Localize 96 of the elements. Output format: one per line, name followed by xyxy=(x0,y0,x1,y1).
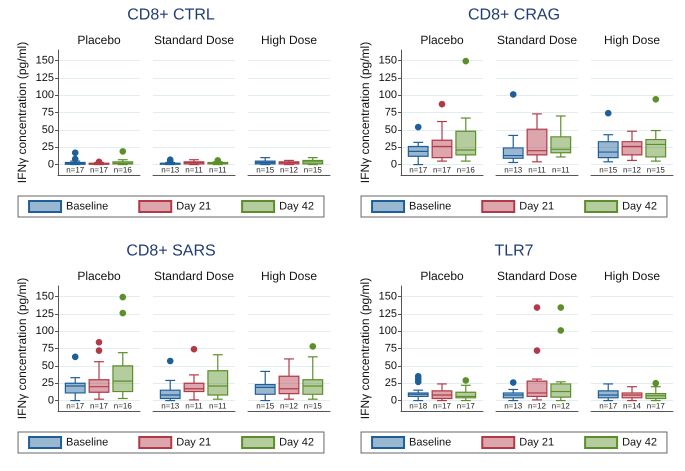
y-tick-label: 25 xyxy=(384,377,397,390)
x-tick-label: Placebo xyxy=(77,269,122,283)
annotation: n=11 xyxy=(209,402,228,410)
x-tick-label: High Dose xyxy=(604,269,660,283)
annotation: n=15 xyxy=(304,402,322,410)
annotation: n=17 xyxy=(646,402,666,410)
annotation: n=17 xyxy=(432,166,452,174)
annotation: n=16 xyxy=(114,166,132,174)
y-tick-label: 50 xyxy=(384,360,397,372)
x-tick-label: High Dose xyxy=(260,269,318,283)
annotation: n=12 xyxy=(622,166,642,174)
annotation: n=17 xyxy=(90,166,109,174)
y-tick-label: 75 xyxy=(384,106,397,118)
y-tick-label: 100 xyxy=(36,325,54,338)
annotation: n=15 xyxy=(646,166,666,174)
y-tick-label: 150 xyxy=(378,54,397,66)
y-tick-label: 75 xyxy=(384,342,397,354)
legend-label: Baseline xyxy=(409,200,452,212)
x-tick-label: Placebo xyxy=(420,33,464,47)
chart-title: CD8+ CTRL xyxy=(127,6,215,24)
annotation: n=13 xyxy=(504,166,523,174)
annotation: n=13 xyxy=(161,166,180,174)
y-tick-label: 75 xyxy=(42,106,54,118)
chart-title: CD8+ SARS xyxy=(126,242,216,260)
annotation: n=12 xyxy=(528,402,547,410)
y-tick-label: 50 xyxy=(384,124,397,136)
annotation: n=12 xyxy=(280,166,299,174)
annotation: n=15 xyxy=(599,166,618,174)
annotation: n=18 xyxy=(409,402,428,410)
x-tick-label: Standard Dose xyxy=(496,33,578,47)
annotation: n=15 xyxy=(256,166,275,174)
x-tick-label: Standard Dose xyxy=(496,269,578,283)
y-tick-label: 125 xyxy=(36,308,54,320)
y-axis-title: IFNγ concentration (pg/ml) xyxy=(15,278,29,420)
legend-label: Day 42 xyxy=(622,200,657,212)
legend-label: Day 21 xyxy=(519,200,554,212)
y-tick-label: 75 xyxy=(42,342,54,354)
y-tick-label: 100 xyxy=(378,89,397,102)
annotation: n=12 xyxy=(280,402,299,410)
y-tick-label: 125 xyxy=(378,72,397,84)
legend-label: Day 42 xyxy=(279,436,314,448)
legend-label: Day 21 xyxy=(519,436,554,448)
annotation: n=16 xyxy=(456,166,476,174)
annotation: n=15 xyxy=(304,166,322,174)
y-tick-label: 150 xyxy=(36,290,54,302)
annotation: n=17 xyxy=(409,166,428,174)
x-tick-label: Standard Dose xyxy=(154,269,234,283)
y-axis-title: IFNγ concentration (pg/ml) xyxy=(15,42,29,184)
legend-label: Day 42 xyxy=(279,200,314,212)
y-tick-label: 0 xyxy=(390,394,397,407)
annotation: n=17 xyxy=(432,402,452,410)
y-axis-title: IFNγ concentration (pg/ml) xyxy=(358,278,372,420)
annotation: n=17 xyxy=(90,402,109,410)
x-tick-label: Standard Dose xyxy=(154,33,234,47)
y-tick-label: 50 xyxy=(42,360,54,372)
annotation: n=13 xyxy=(161,402,180,410)
y-tick-label: 0 xyxy=(48,394,54,407)
legend-label: Baseline xyxy=(66,200,108,212)
annotation: n=11 xyxy=(552,166,570,174)
x-tick-label: High Dose xyxy=(260,33,318,47)
x-tick-label: High Dose xyxy=(604,33,660,47)
y-tick-label: 150 xyxy=(378,290,397,302)
annotation: n=11 xyxy=(185,166,204,174)
annotation: n=11 xyxy=(528,166,546,174)
y-tick-label: 0 xyxy=(390,158,397,171)
y-tick-label: 100 xyxy=(36,89,54,102)
chart-title: CD8+ CRAG xyxy=(468,6,560,24)
legend-label: Day 21 xyxy=(176,436,212,448)
y-tick-label: 50 xyxy=(42,124,54,136)
y-tick-label: 25 xyxy=(384,141,397,154)
y-tick-label: 100 xyxy=(378,325,397,338)
annotation: n=14 xyxy=(622,402,642,410)
annotation: n=17 xyxy=(66,166,85,174)
y-tick-label: 25 xyxy=(42,141,54,154)
y-tick-label: 125 xyxy=(36,72,54,84)
annotation: n=17 xyxy=(456,402,476,410)
y-tick-label: 125 xyxy=(378,308,397,320)
legend-label: Baseline xyxy=(66,436,108,448)
annotation: n=17 xyxy=(66,402,85,410)
y-tick-label: 0 xyxy=(48,158,54,171)
annotation: n=11 xyxy=(209,166,228,174)
annotation: n=11 xyxy=(185,402,204,410)
legend-label: Baseline xyxy=(409,436,452,448)
annotation: n=15 xyxy=(256,402,275,410)
y-axis-title: IFNγ concentration (pg/ml) xyxy=(358,42,372,184)
x-tick-label: Placebo xyxy=(77,33,122,47)
annotation: n=17 xyxy=(599,402,618,410)
legend-label: Day 42 xyxy=(622,436,657,448)
annotation: n=13 xyxy=(504,402,523,410)
annotation: n=16 xyxy=(114,402,132,410)
chart-title: TLR7 xyxy=(494,242,534,260)
y-tick-label: 150 xyxy=(36,54,54,66)
y-tick-label: 25 xyxy=(42,377,54,390)
annotation: n=12 xyxy=(552,402,570,410)
x-tick-label: Placebo xyxy=(420,269,464,283)
legend-label: Day 21 xyxy=(176,200,212,212)
